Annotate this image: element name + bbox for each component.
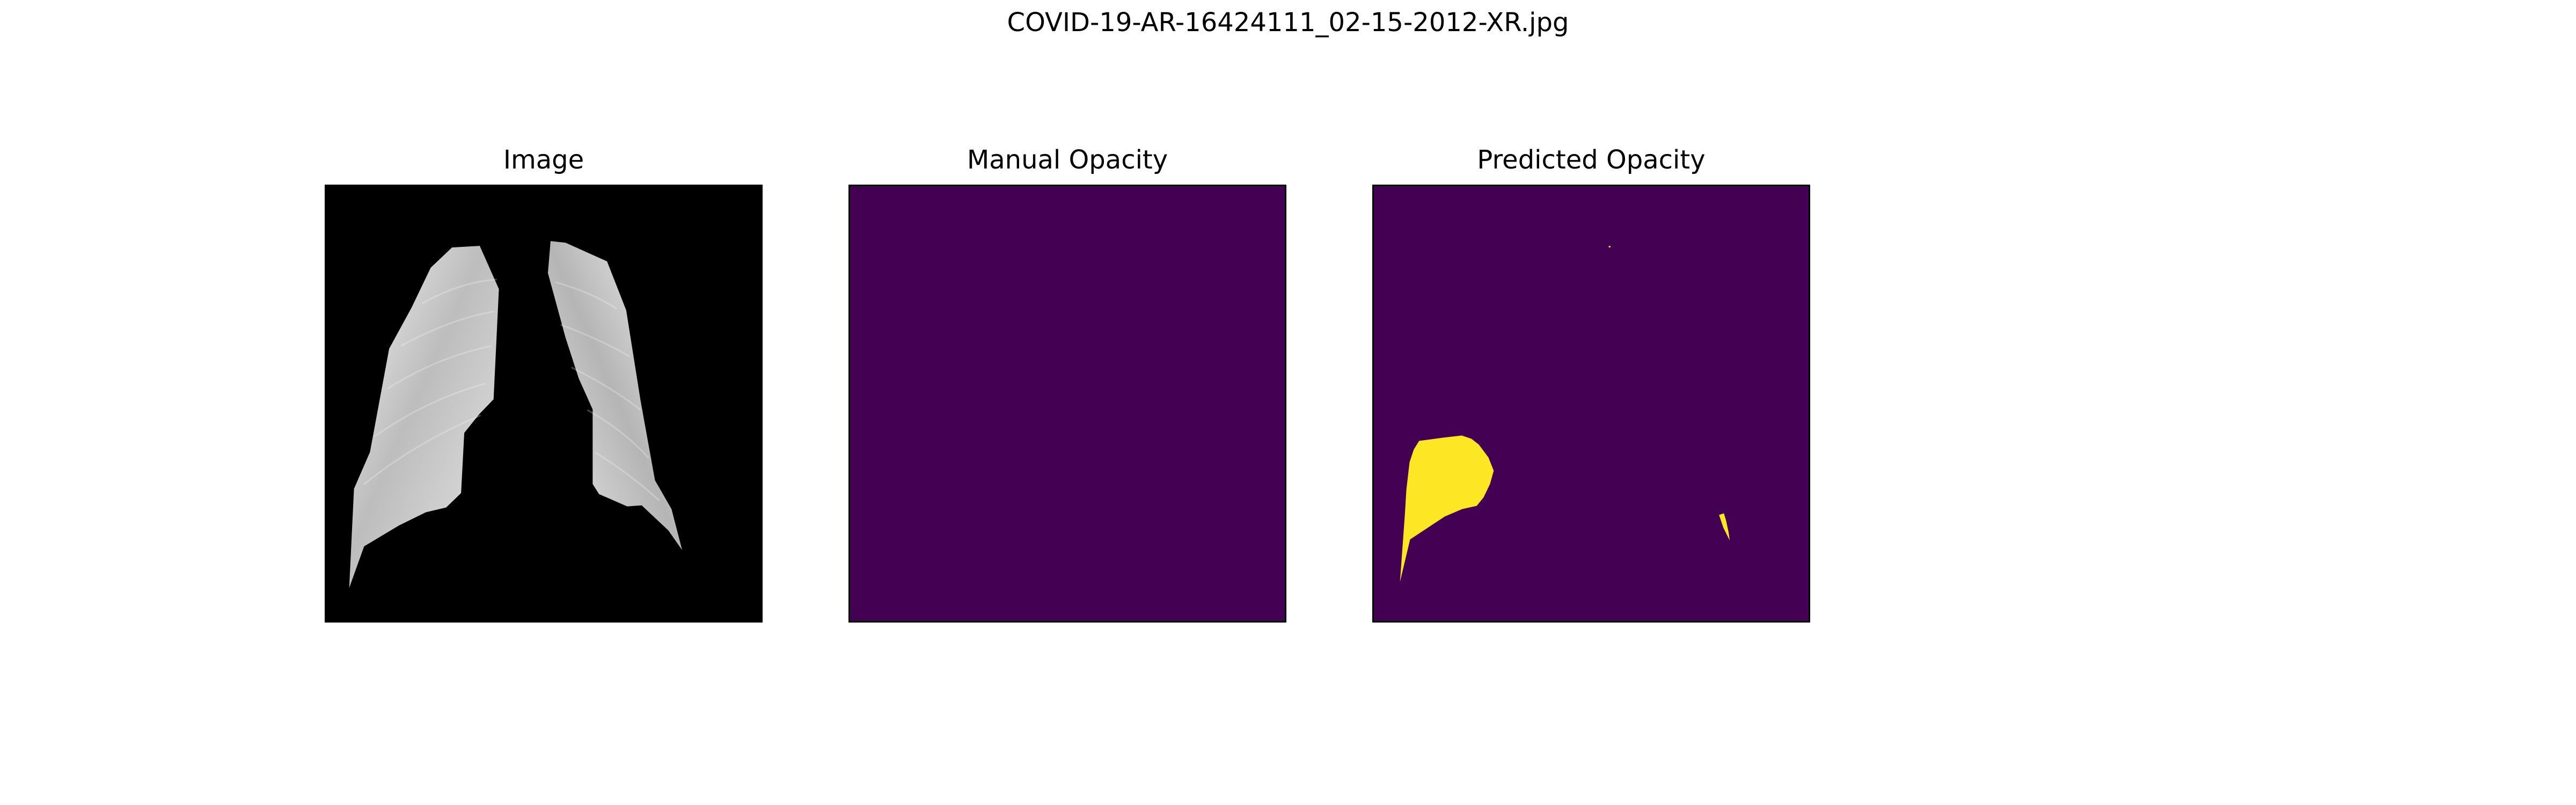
predicted-opacity-speck xyxy=(1608,246,1611,248)
rib-line xyxy=(363,414,481,486)
rib-line xyxy=(560,324,631,357)
rib-line xyxy=(374,382,487,437)
image-panel: Image xyxy=(325,145,763,623)
manual-opacity-mask xyxy=(850,186,1285,621)
rib-line xyxy=(421,279,497,304)
manual-opacity-panel-title: Manual Opacity xyxy=(967,145,1168,175)
rib-line xyxy=(555,281,617,310)
left-lung xyxy=(349,246,499,588)
predicted-opacity-panel-title: Predicted Opacity xyxy=(1477,145,1706,175)
predicted-opacity-frame xyxy=(1372,185,1810,623)
rib-line xyxy=(587,409,649,459)
rib-line xyxy=(387,345,492,390)
chest-xray-image xyxy=(326,186,761,621)
xray-image-frame xyxy=(325,185,763,623)
predicted-opacity-region-large xyxy=(1400,435,1494,582)
rib-line xyxy=(595,452,660,501)
right-lung xyxy=(547,241,683,550)
predicted-opacity-mask xyxy=(1374,186,1809,621)
rib-line xyxy=(400,310,494,347)
figure-title: COVID-19-AR-16424111_02-15-2012-XR.jpg xyxy=(1007,8,1569,38)
manual-opacity-frame xyxy=(848,185,1286,623)
mask-background xyxy=(1374,186,1809,621)
rib-line xyxy=(570,367,641,411)
predicted-opacity-region-small xyxy=(1719,513,1730,541)
mask-background xyxy=(850,186,1285,621)
image-panel-title: Image xyxy=(503,145,584,175)
manual-opacity-panel: Manual Opacity xyxy=(848,145,1286,623)
predicted-opacity-panel: Predicted Opacity xyxy=(1372,145,1810,623)
